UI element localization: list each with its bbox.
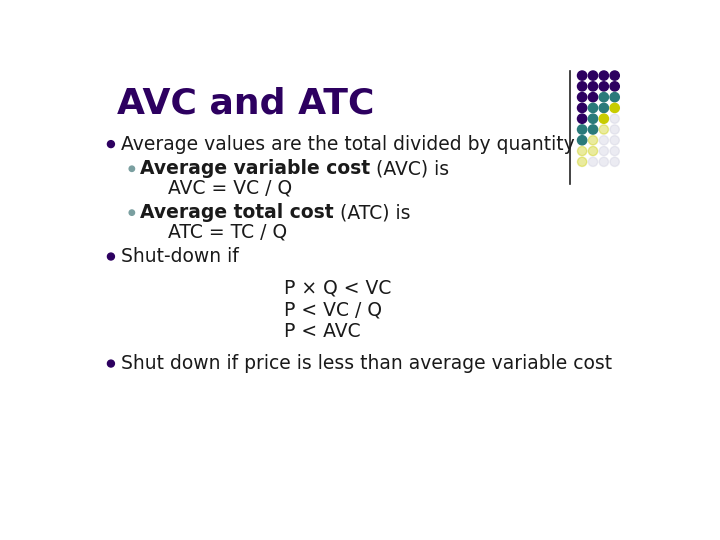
Circle shape xyxy=(610,71,619,80)
Text: AVC = VC / Q: AVC = VC / Q xyxy=(168,179,292,198)
Text: Average total cost: Average total cost xyxy=(140,203,334,222)
Circle shape xyxy=(577,103,587,112)
Circle shape xyxy=(610,103,619,112)
Circle shape xyxy=(599,125,608,134)
Circle shape xyxy=(599,71,608,80)
Circle shape xyxy=(599,146,608,156)
Circle shape xyxy=(577,82,587,91)
Circle shape xyxy=(129,210,135,215)
Circle shape xyxy=(577,71,587,80)
Circle shape xyxy=(588,157,598,166)
Circle shape xyxy=(129,166,135,171)
Circle shape xyxy=(577,114,587,123)
Circle shape xyxy=(107,140,114,147)
Circle shape xyxy=(588,125,598,134)
Text: Shut-down if: Shut-down if xyxy=(121,247,239,266)
Circle shape xyxy=(610,82,619,91)
Circle shape xyxy=(577,136,587,145)
Circle shape xyxy=(610,146,619,156)
Circle shape xyxy=(610,92,619,102)
Text: Average variable cost: Average variable cost xyxy=(140,159,371,178)
Circle shape xyxy=(588,92,598,102)
Circle shape xyxy=(107,360,114,367)
Circle shape xyxy=(577,157,587,166)
Text: (AVC) is: (AVC) is xyxy=(371,159,449,178)
Text: (ATC) is: (ATC) is xyxy=(334,203,410,222)
Circle shape xyxy=(610,114,619,123)
Circle shape xyxy=(599,136,608,145)
Circle shape xyxy=(610,125,619,134)
Circle shape xyxy=(599,157,608,166)
Circle shape xyxy=(599,92,608,102)
Circle shape xyxy=(599,114,608,123)
Text: Average values are the total divided by quantity: Average values are the total divided by … xyxy=(121,134,575,153)
Circle shape xyxy=(588,82,598,91)
Circle shape xyxy=(599,103,608,112)
Circle shape xyxy=(588,146,598,156)
Text: Shut down if price is less than average variable cost: Shut down if price is less than average … xyxy=(121,354,612,373)
Circle shape xyxy=(577,125,587,134)
Text: P × Q < VC: P × Q < VC xyxy=(284,279,391,298)
Circle shape xyxy=(577,92,587,102)
Circle shape xyxy=(610,157,619,166)
Circle shape xyxy=(577,146,587,156)
Text: P < VC / Q: P < VC / Q xyxy=(284,300,382,319)
Circle shape xyxy=(588,103,598,112)
Circle shape xyxy=(588,71,598,80)
Text: P < AVC: P < AVC xyxy=(284,322,361,341)
Text: ATC = TC / Q: ATC = TC / Q xyxy=(168,222,287,241)
Circle shape xyxy=(588,136,598,145)
Text: AVC and ATC: AVC and ATC xyxy=(117,86,374,120)
Circle shape xyxy=(610,136,619,145)
Circle shape xyxy=(599,82,608,91)
Circle shape xyxy=(588,114,598,123)
Circle shape xyxy=(107,253,114,260)
